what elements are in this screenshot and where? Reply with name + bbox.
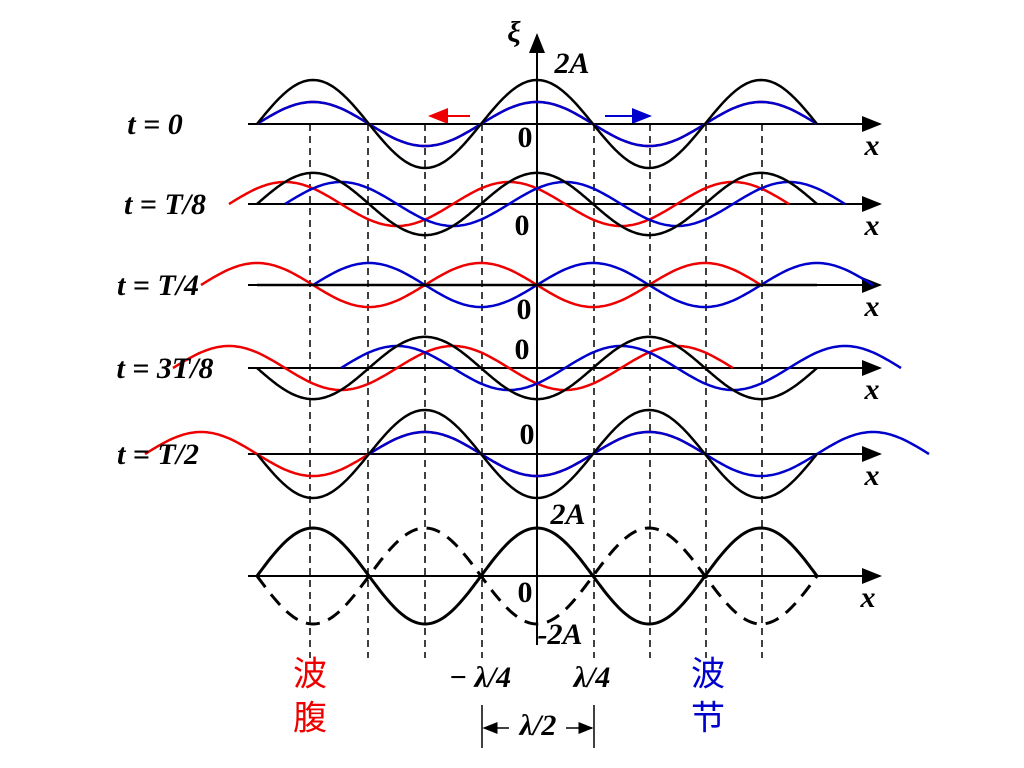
y-axis-symbol: ξ: [507, 16, 521, 49]
antinode-label: 腹: [293, 699, 327, 739]
envelope-dashed: [255, 526, 819, 626]
left-wave: [200, 261, 762, 309]
time-label: t = 0: [127, 108, 182, 141]
node-label: 波: [691, 655, 725, 695]
origin-label: 0: [520, 418, 535, 451]
quarter-label: λ/4: [572, 661, 611, 694]
neg-quarter-label: − λ/4: [449, 661, 511, 694]
envelope-solid: [255, 526, 819, 626]
antinode-label: 波: [293, 655, 327, 695]
node-label: 节: [691, 699, 725, 739]
standing-wave: [256, 78, 818, 170]
amplitude-label: 2A: [553, 47, 589, 80]
x-axis-label: x: [864, 459, 880, 492]
x-axis-label: x: [860, 581, 876, 614]
time-label: t = T/2: [117, 438, 199, 471]
right-wave: [368, 430, 930, 478]
time-label: t = T/8: [124, 188, 206, 221]
origin-label: 0: [518, 121, 533, 154]
right-wave: [312, 261, 874, 309]
right-wave: [256, 100, 818, 148]
standing-wave: [256, 408, 818, 500]
origin-label: 0: [515, 333, 530, 366]
x-axis-label: x: [864, 290, 880, 323]
x-axis-label: x: [864, 373, 880, 406]
origin-label: 0: [518, 576, 533, 609]
standing-wave: [256, 335, 818, 401]
time-label: t = 3T/8: [116, 352, 213, 385]
standing-wave: [256, 171, 818, 237]
time-label: t = T/4: [117, 269, 199, 302]
origin-label: 0: [517, 293, 532, 326]
x-axis-label: x: [864, 209, 880, 242]
x-axis-label: x: [864, 129, 880, 162]
origin-label: 0: [515, 209, 530, 242]
amplitude-label: -2A: [538, 618, 583, 651]
half-label: λ/2: [518, 709, 557, 742]
amplitude-label: 2A: [549, 498, 585, 531]
